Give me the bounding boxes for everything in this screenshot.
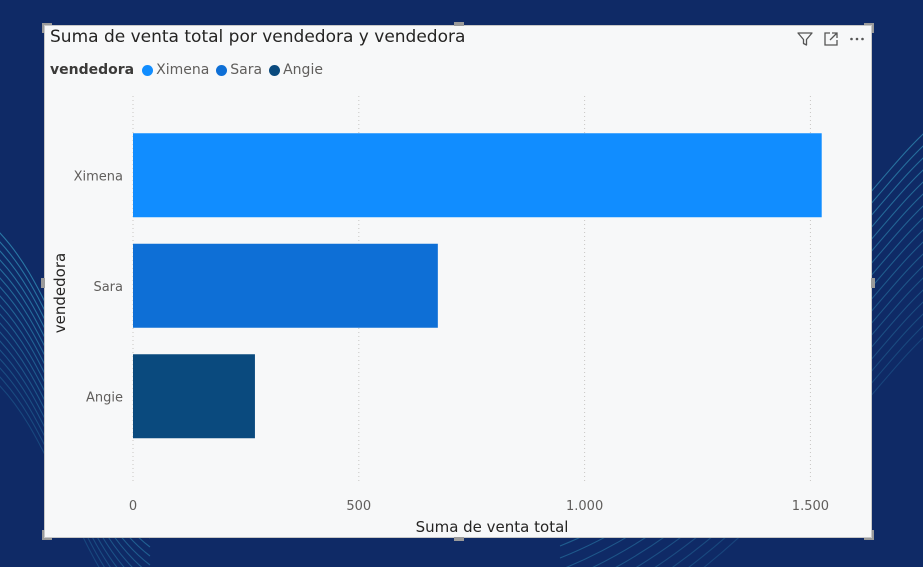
legend-title: vendedora: [50, 62, 134, 78]
legend-marker: [142, 65, 153, 76]
legend-label: Ximena: [156, 62, 209, 78]
bar-ximena[interactable]: [133, 133, 822, 217]
legend-marker: [216, 65, 227, 76]
focus-mode-icon[interactable]: [821, 29, 841, 49]
more-options-icon[interactable]: [847, 29, 867, 49]
chart-legend: vendedora Ximena Sara Angie: [50, 62, 330, 78]
y-axis-title: vendedora: [51, 253, 69, 333]
y-tick-label: Ximena: [74, 169, 123, 184]
bar-angie[interactable]: [133, 354, 255, 438]
x-tick-label: 500: [346, 499, 371, 514]
bar-sara[interactable]: [133, 244, 438, 328]
legend-marker: [269, 65, 280, 76]
chart-title: Suma de venta total por vendedora y vend…: [50, 27, 465, 47]
x-tick-label: 1.000: [566, 499, 603, 514]
visual-header-icons: [795, 29, 867, 49]
x-tick-label: 1.500: [792, 499, 829, 514]
y-tick-label: Angie: [86, 390, 123, 405]
x-tick-label: 0: [129, 499, 137, 514]
resize-handle-bottom[interactable]: [454, 537, 464, 541]
resize-handle-right[interactable]: [871, 278, 875, 288]
y-tick-label: Sara: [93, 280, 123, 295]
chart-plot: Ximena Sara Angie 0 500 1.000 1.500 Suma de ven…: [45, 26, 871, 537]
bar-chart-visual[interactable]: Ximena Sara Angie 0 500 1.000 1.500 Suma de ven…: [44, 25, 872, 538]
filter-icon[interactable]: [795, 29, 815, 49]
legend-entry-ximena[interactable]: Ximena: [142, 62, 209, 78]
legend-entry-angie[interactable]: Angie: [269, 62, 323, 78]
legend-label: Sara: [230, 62, 262, 78]
x-axis-title: Suma de venta total: [416, 518, 569, 536]
legend-entry-sara[interactable]: Sara: [216, 62, 262, 78]
legend-label: Angie: [283, 62, 323, 78]
